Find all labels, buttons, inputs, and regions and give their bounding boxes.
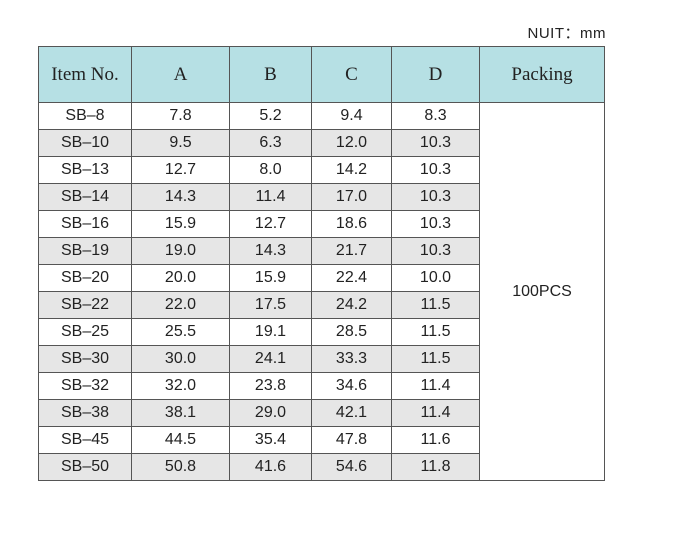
value-cell: 10.3 — [391, 237, 480, 265]
value-cell: 10.3 — [391, 129, 480, 157]
item-cell: SB–16 — [38, 210, 132, 238]
table-row: SB–45 44.5 35.4 47.8 11.6 — [38, 426, 605, 454]
table-row: SB–25 25.5 19.1 28.5 11.5 — [38, 318, 605, 346]
column-header: Packing — [479, 46, 605, 103]
value-cell: 28.5 — [311, 318, 392, 346]
value-cell: 12.0 — [311, 129, 392, 157]
value-cell: 19.0 — [131, 237, 230, 265]
value-cell: 11.4 — [391, 372, 480, 400]
value-cell: 5.2 — [229, 102, 312, 130]
value-cell: 17.0 — [311, 183, 392, 211]
value-cell: 21.7 — [311, 237, 392, 265]
table-row: SB–20 20.0 15.9 22.4 10.0 — [38, 264, 605, 292]
value-cell: 25.5 — [131, 318, 230, 346]
value-cell: 18.6 — [311, 210, 392, 238]
table-row: SB–38 38.1 29.0 42.1 11.4 — [38, 399, 605, 427]
value-cell: 12.7 — [131, 156, 230, 184]
table-row: SB–8 7.8 5.2 9.4 8.3 100PCS — [38, 102, 605, 481]
item-cell: SB–50 — [38, 453, 132, 481]
column-header: B — [229, 46, 312, 103]
table-row: SB–14 14.3 11.4 17.0 10.3 — [38, 183, 605, 211]
spec-table: Item No. A B C D Packing SB–8 7.8 5.2 9.4 8.3 100P… — [38, 46, 605, 481]
value-cell: 22.4 — [311, 264, 392, 292]
column-header: A — [131, 46, 230, 103]
value-cell: 24.2 — [311, 291, 392, 319]
column-header: C — [311, 46, 392, 103]
value-cell: 29.0 — [229, 399, 312, 427]
value-cell: 6.3 — [229, 129, 312, 157]
item-cell: SB–32 — [38, 372, 132, 400]
value-cell: 44.5 — [131, 426, 230, 454]
value-cell: 8.3 — [391, 102, 480, 130]
value-cell: 42.1 — [311, 399, 392, 427]
value-cell: 9.4 — [311, 102, 392, 130]
table-row: SB–50 50.8 41.6 54.6 11.8 — [38, 453, 605, 481]
column-header: Item No. — [38, 46, 132, 103]
item-cell: SB–8 — [38, 102, 132, 130]
item-cell: SB–25 — [38, 318, 132, 346]
value-cell: 11.6 — [391, 426, 480, 454]
value-cell: 11.4 — [391, 399, 480, 427]
value-cell: 54.6 — [311, 453, 392, 481]
item-cell: SB–30 — [38, 345, 132, 373]
value-cell: 10.3 — [391, 183, 480, 211]
value-cell: 34.6 — [311, 372, 392, 400]
value-cell: 7.8 — [131, 102, 230, 130]
value-cell: 47.8 — [311, 426, 392, 454]
value-cell: 8.0 — [229, 156, 312, 184]
table-row: SB–22 22.0 17.5 24.2 11.5 — [38, 291, 605, 319]
value-cell: 10.0 — [391, 264, 480, 292]
value-cell: 15.9 — [229, 264, 312, 292]
value-cell: 12.7 — [229, 210, 312, 238]
value-cell: 20.0 — [131, 264, 230, 292]
value-cell: 30.0 — [131, 345, 230, 373]
value-cell: 41.6 — [229, 453, 312, 481]
item-cell: SB–45 — [38, 426, 132, 454]
table-row: SB–16 15.9 12.7 18.6 10.3 — [38, 210, 605, 238]
item-cell: SB–22 — [38, 291, 132, 319]
value-cell: 9.5 — [131, 129, 230, 157]
table-row: SB–10 9.5 6.3 12.0 10.3 — [38, 129, 605, 157]
table-row: SB–13 12.7 8.0 14.2 10.3 — [38, 156, 605, 184]
item-cell: SB–19 — [38, 237, 132, 265]
value-cell: 11.5 — [391, 345, 480, 373]
item-cell: SB–13 — [38, 156, 132, 184]
value-cell: 15.9 — [131, 210, 230, 238]
value-cell: 35.4 — [229, 426, 312, 454]
item-cell: SB–10 — [38, 129, 132, 157]
value-cell: 22.0 — [131, 291, 230, 319]
value-cell: 14.2 — [311, 156, 392, 184]
header-row: Item No. A B C D Packing — [38, 46, 605, 103]
value-cell: 11.4 — [229, 183, 312, 211]
value-cell: 24.1 — [229, 345, 312, 373]
value-cell: 23.8 — [229, 372, 312, 400]
value-cell: 14.3 — [131, 183, 230, 211]
table-body: SB–8 7.8 5.2 9.4 8.3 100PCS SB–10 9.5 6.3 12.0 10.… — [38, 102, 605, 481]
packing-cell: 100PCS — [479, 102, 605, 481]
value-cell: 11.5 — [391, 291, 480, 319]
value-cell: 10.3 — [391, 156, 480, 184]
column-header: D — [391, 46, 480, 103]
table-row: SB–19 19.0 14.3 21.7 10.3 — [38, 237, 605, 265]
item-cell: SB–20 — [38, 264, 132, 292]
item-cell: SB–14 — [38, 183, 132, 211]
value-cell: 11.8 — [391, 453, 480, 481]
value-cell: 50.8 — [131, 453, 230, 481]
value-cell: 11.5 — [391, 318, 480, 346]
value-cell: 19.1 — [229, 318, 312, 346]
value-cell: 17.5 — [229, 291, 312, 319]
value-cell: 33.3 — [311, 345, 392, 373]
unit-label: NUIT：mm — [527, 25, 606, 42]
value-cell: 32.0 — [131, 372, 230, 400]
item-cell: SB–38 — [38, 399, 132, 427]
value-cell: 38.1 — [131, 399, 230, 427]
value-cell: 14.3 — [229, 237, 312, 265]
value-cell: 10.3 — [391, 210, 480, 238]
table-row: SB–30 30.0 24.1 33.3 11.5 — [38, 345, 605, 373]
